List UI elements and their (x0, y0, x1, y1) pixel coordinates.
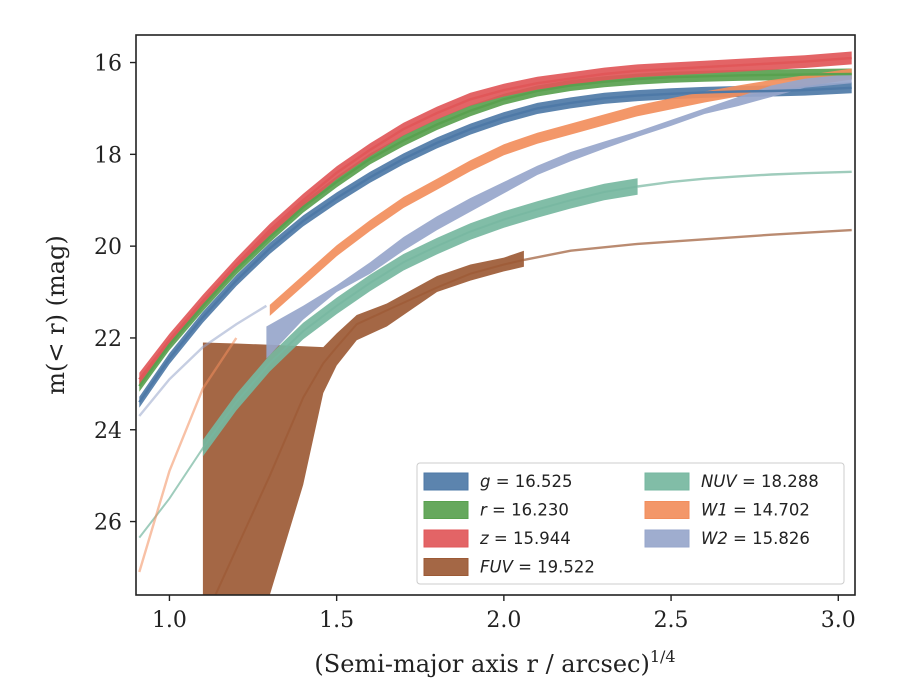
legend-label-w2: W2 = 15.826 (701, 529, 810, 548)
x-axis-label-superscript: 1/4 (650, 647, 676, 666)
x-tick-label: 1.5 (319, 608, 354, 633)
line-z (138, 56, 852, 381)
line-layer (138, 56, 852, 595)
band-fuv (202, 250, 524, 595)
legend-swatch-r (423, 501, 469, 519)
legend-label-fuv: FUV = 19.522 (480, 558, 595, 577)
legend-label-nuv: NUV = 18.288 (701, 472, 819, 491)
legend-swatch-nuv (644, 472, 690, 491)
legend-label-z: z = 15.944 (479, 529, 571, 548)
y-tick-label: 18 (94, 143, 122, 168)
line-r (138, 72, 852, 387)
line-w2-inner-extrapolated (138, 304, 268, 417)
legend: g = 16.525 NUV = 18.288 r = 16.230 W1 = 14.… (416, 462, 845, 585)
line-g (138, 86, 852, 403)
x-tick-label: 1.0 (152, 608, 187, 633)
y-axis-label: m(< r) (mag) (42, 235, 70, 394)
x-tick-label: 2.0 (486, 608, 521, 633)
line-fuv (214, 258, 525, 595)
x-tick-label: 3.0 (821, 608, 856, 633)
legend-swatch-fuv (423, 558, 469, 576)
line-nuv (138, 185, 638, 539)
line-w1-inner-extrapolated (138, 337, 238, 573)
plot-frame (135, 34, 856, 596)
y-tick-label: 26 (94, 511, 122, 536)
y-tick-label: 24 (94, 419, 122, 444)
y-axis: 16 18 20 22 24 26 (94, 52, 136, 536)
x-axis-label-text: (Semi-major axis r / arcsec) (314, 650, 649, 678)
y-tick-label: 20 (94, 235, 122, 260)
y-tick-label: 16 (94, 52, 122, 77)
legend-swatch-w1 (644, 501, 690, 519)
legend-label-w1: W1 = 14.702 (701, 501, 810, 520)
legend-label-g: g = 16.525 (480, 472, 573, 491)
x-axis: 1.0 1.5 2.0 2.5 3.0 (152, 595, 856, 633)
y-tick-label: 22 (94, 327, 122, 352)
x-tick-label: 2.5 (654, 608, 689, 633)
legend-label-r: r = 16.230 (480, 501, 569, 520)
legend-frame (416, 462, 845, 585)
legend-swatch-w2 (644, 529, 690, 548)
line-fuv-outer-extrapolated (523, 228, 852, 262)
band-r (139, 68, 852, 392)
line-nuv-outer-extrapolated (637, 170, 852, 188)
legend-swatch-g (423, 472, 469, 491)
legend-swatch-z (423, 529, 469, 548)
x-axis-label: (Semi-major axis r / arcsec)1/4 (314, 647, 675, 678)
